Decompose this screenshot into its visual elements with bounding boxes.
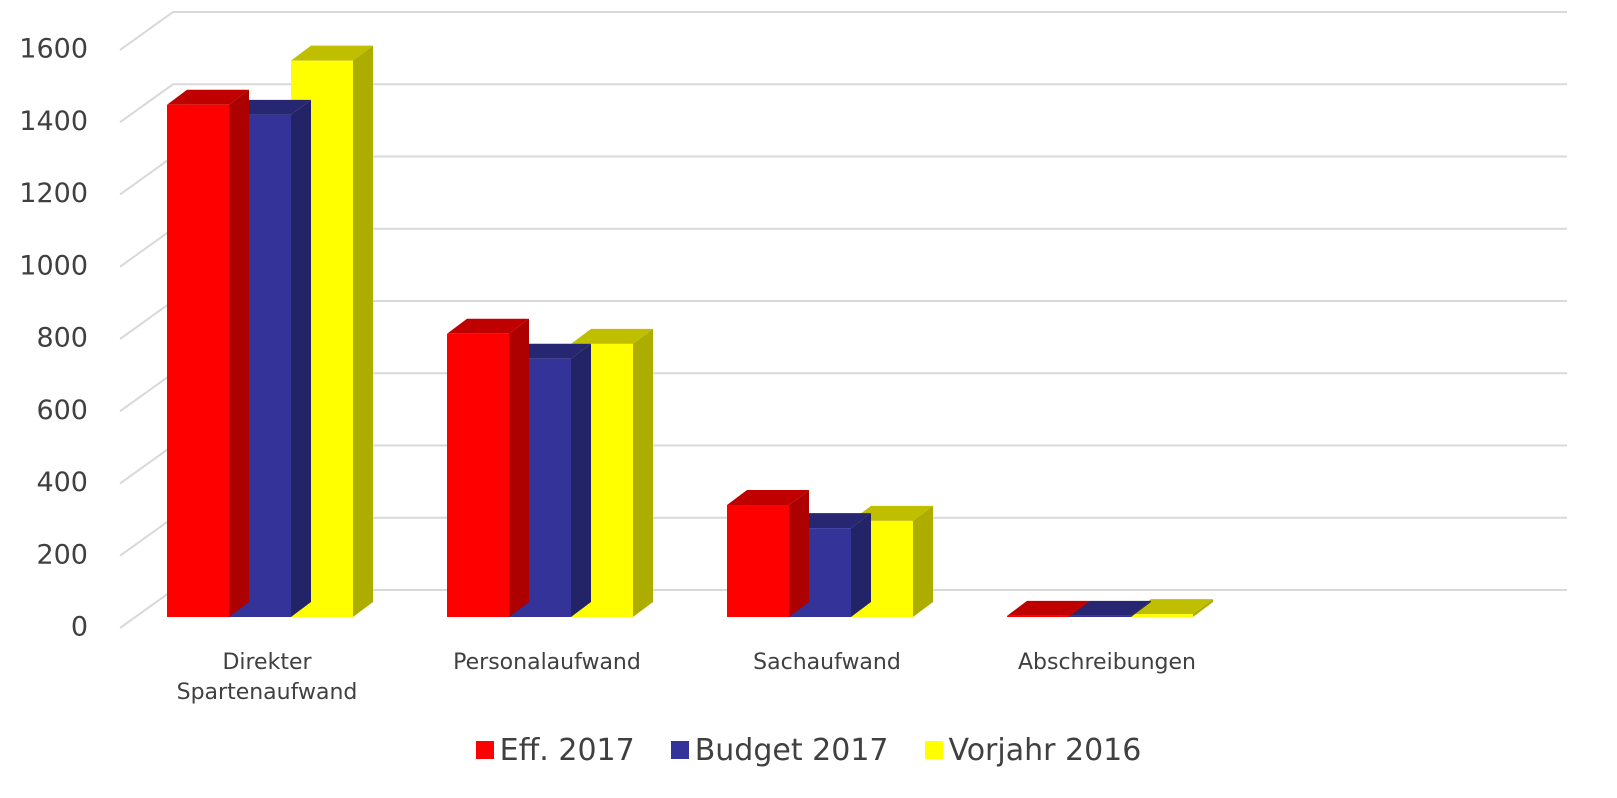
bar-side [1131,600,1151,617]
legend-swatch [475,741,494,759]
y-tick-label: 1600 [19,34,88,65]
x-tick-label: Abschreibungen [1017,650,1197,675]
bar-top [727,490,809,506]
bar-top [167,89,249,105]
x-tick-label: Direkter Spartenaufwand [176,650,358,705]
bar-top [851,505,933,521]
bar-side [509,318,529,617]
bar-side [229,89,249,617]
y-tick-label: 0 [71,612,88,643]
x-tick-label: Personalaufwand [453,650,641,675]
bar-top [571,328,653,344]
bar-side [1193,599,1213,617]
bar [727,505,789,617]
y-tick-label: 800 [36,323,88,354]
y-tick-label: 400 [36,467,88,498]
bar-top [447,318,529,334]
bar-side [851,513,871,617]
legend-swatch [670,741,689,759]
bar-top [1069,600,1151,616]
bar [1131,614,1193,617]
bar-top [1131,599,1213,615]
bar-top [229,99,311,115]
bar-top [789,513,871,529]
bar-side [571,343,591,617]
y-tick-label: 1200 [19,178,88,209]
bar [447,333,509,617]
bar-top [509,343,591,359]
x-tick-label: Sachaufwand [753,650,901,675]
grid-line [119,83,1567,124]
y-tick-label: 600 [36,395,88,426]
bar [167,104,229,617]
y-tick-label: 1400 [19,106,88,137]
bar-side [789,490,809,617]
legend-item: Vorjahr 2016 [924,733,1142,768]
bar-side [353,45,373,618]
bar [1007,615,1069,617]
bar-side [913,505,933,617]
y-tick-label: 200 [36,539,88,570]
bar-side [291,99,311,618]
bar-top [1007,600,1089,616]
legend-label: Budget 2017 [694,733,889,768]
bar-top [291,45,373,61]
bar-side [1069,600,1089,617]
bar [1069,615,1131,617]
legend-item: Budget 2017 [670,733,889,768]
bar-side [633,328,653,617]
legend-swatch [924,741,943,759]
legend-label: Vorjahr 2016 [948,733,1142,768]
y-tick-label: 1000 [19,250,88,281]
grid-line [119,11,1567,51]
legend-label: Eff. 2017 [499,733,635,768]
legend: Eff. 2017 Budget 2017 Vorjahr 2016 [0,733,1617,768]
legend-item: Eff. 2017 [475,733,635,768]
